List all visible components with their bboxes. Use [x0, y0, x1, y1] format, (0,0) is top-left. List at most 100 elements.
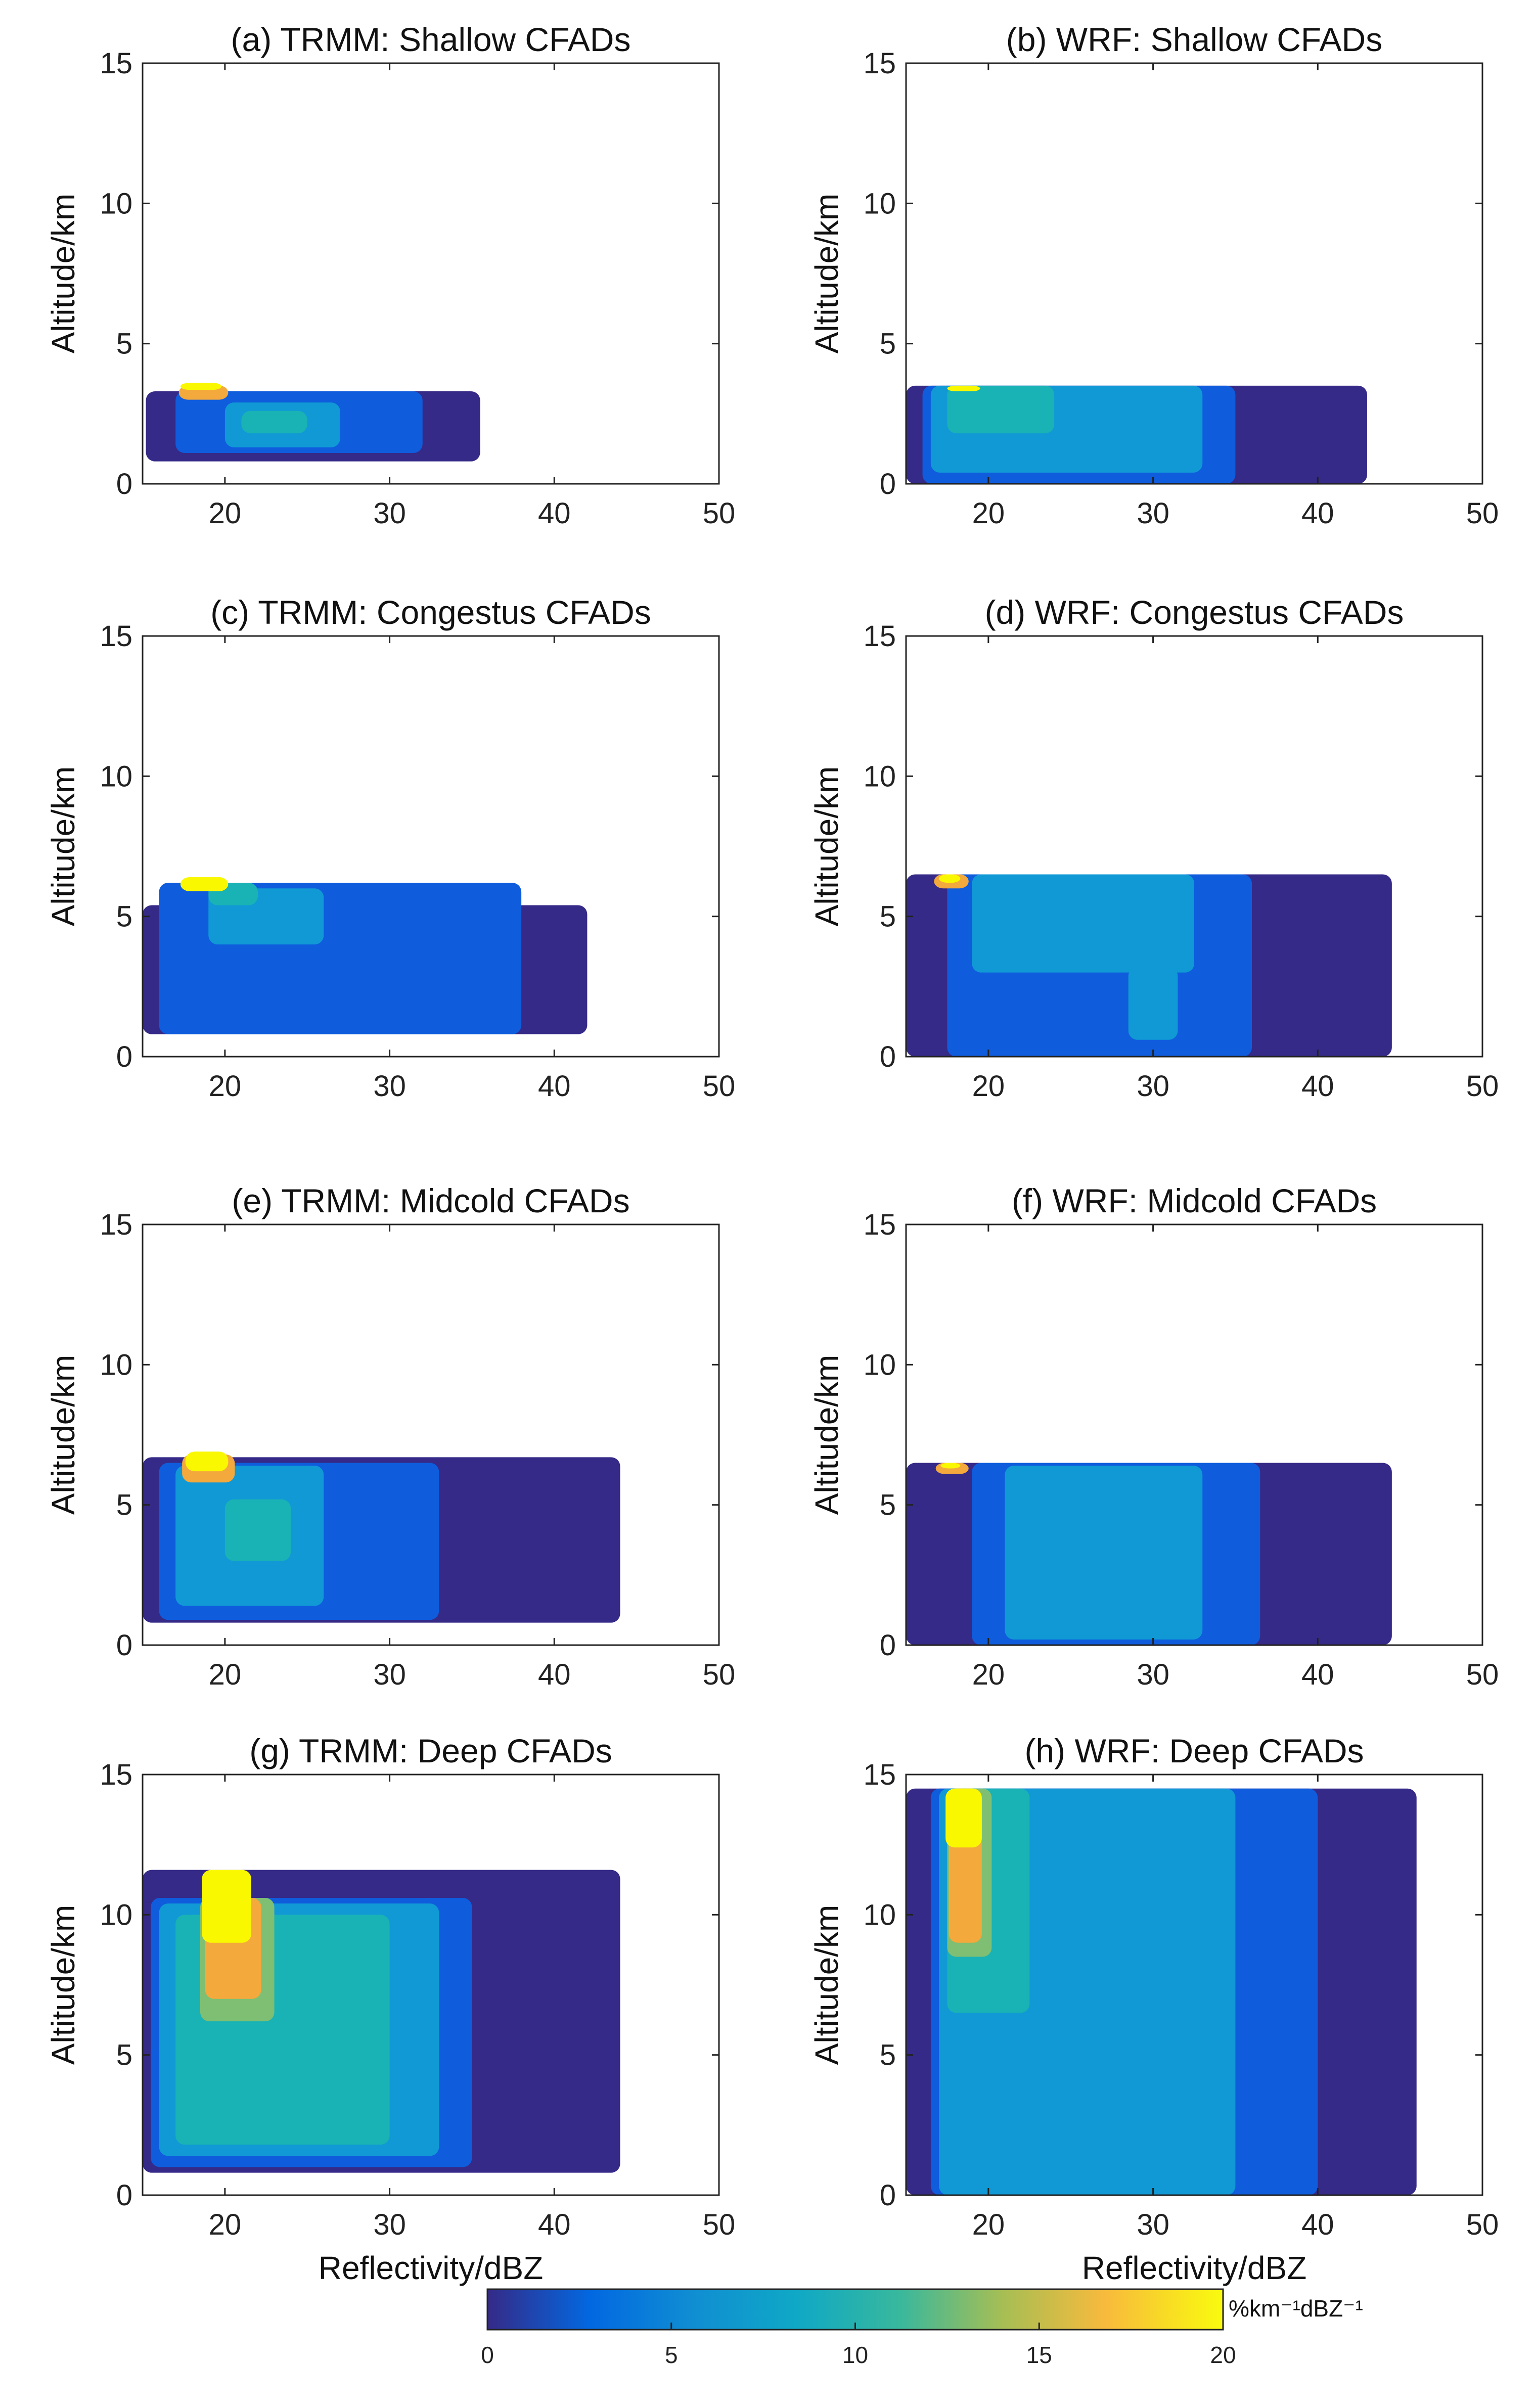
- x-tick-label: 30: [1137, 1658, 1169, 1691]
- y-tick-label: 15: [100, 1758, 132, 1791]
- y-tick-label: 5: [116, 1489, 132, 1522]
- x-tick-label: 30: [1137, 497, 1169, 530]
- contour-fill-c: [143, 877, 588, 1034]
- panel-e: 20 30 40 50 0 5 10 15 (e) TRMM: Midcold CFADs Alt…: [45, 1182, 735, 1691]
- y-tick-label: 0: [880, 1629, 896, 1662]
- y-tick-label: 5: [880, 900, 896, 933]
- x-tick-label: 20: [972, 1658, 1005, 1691]
- colorbar-tick-label: 5: [665, 2342, 678, 2368]
- y-axis-label: Altitude/km: [808, 766, 845, 927]
- x-tick-label: 50: [703, 1070, 736, 1103]
- x-tick-label: 40: [538, 1658, 571, 1691]
- colorbar-tick-label: 15: [1026, 2342, 1052, 2368]
- contour-level-4-a-3: [241, 411, 307, 434]
- contour-level-3-d-2: [972, 874, 1194, 973]
- x-tick-label: 20: [209, 1658, 242, 1691]
- y-tick-label: 5: [880, 1489, 896, 1522]
- contour-level-7-c-4: [180, 877, 229, 891]
- colorbar-unit-label: %km⁻¹dBZ⁻¹: [1229, 2295, 1363, 2322]
- contour-level-3-f-2: [1005, 1466, 1203, 1640]
- y-axis-label: Altitude/km: [45, 766, 81, 927]
- panel-title: (h) WRF: Deep CFADs: [1024, 1732, 1364, 1769]
- y-tick-label: 10: [863, 760, 896, 793]
- y-tick-label: 5: [116, 2039, 132, 2072]
- x-tick-label: 40: [1301, 1070, 1334, 1103]
- x-tick-label: 20: [972, 2208, 1005, 2241]
- x-tick-label: 40: [1301, 497, 1334, 530]
- y-tick-label: 10: [863, 1898, 896, 1931]
- panel-g: 20 30 40 50 0 5 10 15 (g) TRMM: Deep CFADs Altitu…: [45, 1732, 735, 2286]
- x-tick-label: 20: [209, 2208, 242, 2241]
- panel-d: 20 30 40 50 0 5 10 15 (d) WRF: Congestus CFADs Al…: [808, 594, 1499, 1103]
- contour-level-4-b-3: [947, 385, 1055, 434]
- contour-level-7-e-5: [185, 1451, 229, 1472]
- y-axis-label: Altitude/km: [808, 194, 845, 354]
- x-tick-label: 40: [1301, 2208, 1334, 2241]
- contour-level-7-a-5: [180, 383, 222, 390]
- x-tick-label: 30: [373, 1070, 406, 1103]
- plot-frame-d: [905, 635, 1483, 1058]
- y-tick-label: 15: [863, 1758, 896, 1791]
- contour-fill-f: [906, 1463, 1392, 1645]
- y-axis-label: Altitude/km: [808, 1355, 845, 1515]
- x-tick-label: 30: [1137, 1070, 1169, 1103]
- y-tick-label: 0: [116, 2179, 132, 2212]
- contour-fill-a: [146, 383, 480, 462]
- y-tick-label: 15: [100, 1208, 132, 1241]
- plot-frame-a: [142, 62, 720, 485]
- y-tick-label: 0: [116, 468, 132, 501]
- panel-b: 20 30 40 50 0 5 10 15 (b) WRF: Shallow CFADs Alti…: [808, 21, 1499, 530]
- x-tick-label: 50: [703, 2208, 736, 2241]
- contour-fill-b: [906, 385, 1367, 484]
- y-axis-label: Altitude/km: [45, 194, 81, 354]
- contour-level-7-h-6: [945, 1788, 982, 1848]
- panel-title: (c) TRMM: Congestus CFADs: [210, 594, 651, 631]
- x-tick-label: 30: [373, 497, 406, 530]
- plot-frame-c: [142, 635, 720, 1058]
- contour-level-3-d-3: [1128, 967, 1178, 1040]
- x-tick-label: 50: [1466, 2208, 1499, 2241]
- x-tick-label: 20: [972, 1070, 1005, 1103]
- panel-title: (a) TRMM: Shallow CFADs: [231, 21, 631, 58]
- y-tick-label: 15: [100, 47, 132, 80]
- panel-a: 20 30 40 50 0 5 10 15 (a) TRMM: Shallow CFADs Alt…: [45, 21, 735, 530]
- colorbar-tick-label: 0: [481, 2342, 494, 2368]
- y-tick-label: 5: [116, 900, 132, 933]
- x-tick-label: 40: [538, 2208, 571, 2241]
- colorbar-tick-label: 20: [1210, 2342, 1236, 2368]
- x-tick-label: 20: [209, 1070, 242, 1103]
- contour-level-7-g-6: [202, 1870, 251, 1943]
- y-tick-label: 0: [880, 1040, 896, 1073]
- x-tick-label: 50: [703, 497, 736, 530]
- colorbar-tick-label: 10: [842, 2342, 868, 2368]
- panel-title: (b) WRF: Shallow CFADs: [1006, 21, 1382, 58]
- x-tick-label: 40: [1301, 1658, 1334, 1691]
- x-tick-label: 50: [703, 1658, 736, 1691]
- panel-title: (f) WRF: Midcold CFADs: [1012, 1182, 1377, 1219]
- panel-title: (d) WRF: Congestus CFADs: [985, 594, 1404, 631]
- x-tick-label: 30: [373, 1658, 406, 1691]
- contour-level-7-d-5: [939, 874, 961, 883]
- y-axis-label: Altitude/km: [45, 1905, 81, 2065]
- colorbar: %km⁻¹dBZ⁻¹ 0 5 10 15 20: [481, 2288, 1363, 2368]
- y-tick-label: 10: [100, 187, 132, 220]
- contour-fill-g: [143, 1870, 620, 2173]
- panel-title: (e) TRMM: Midcold CFADs: [232, 1182, 629, 1219]
- panel-title: (g) TRMM: Deep CFADs: [249, 1732, 612, 1769]
- x-tick-label: 50: [1466, 1658, 1499, 1691]
- x-tick-label: 30: [1137, 2208, 1169, 2241]
- x-tick-label: 20: [972, 497, 1005, 530]
- y-tick-label: 0: [116, 1629, 132, 1662]
- y-tick-label: 0: [880, 468, 896, 501]
- x-tick-label: 40: [538, 497, 571, 530]
- contour-level-7-b-4: [947, 385, 980, 391]
- x-axis-label: Reflectivity/dBZ: [319, 2250, 544, 2286]
- y-tick-label: 10: [100, 1348, 132, 1381]
- y-tick-label: 5: [880, 328, 896, 360]
- x-tick-label: 50: [1466, 497, 1499, 530]
- y-tick-label: 10: [100, 1898, 132, 1931]
- y-axis-label: Altitude/km: [808, 1905, 845, 2065]
- contour-fill-d: [906, 874, 1392, 1057]
- contour-fill-h: [906, 1788, 1417, 2195]
